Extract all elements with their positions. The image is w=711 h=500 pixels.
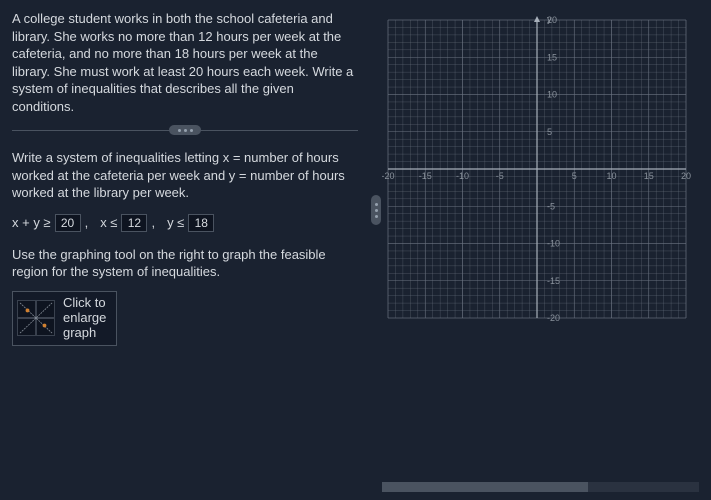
- input-val1[interactable]: [55, 214, 81, 232]
- section-divider[interactable]: [12, 125, 358, 135]
- svg-text:-15: -15: [547, 276, 560, 286]
- problem-statement: A college student works in both the scho…: [12, 10, 358, 115]
- expr2-prefix: x ≤: [100, 215, 117, 230]
- graph-thumb-icon: [17, 300, 55, 336]
- expr3-prefix: y ≤: [167, 215, 184, 230]
- svg-text:-5: -5: [547, 201, 555, 211]
- svg-text:15: 15: [644, 171, 654, 181]
- svg-text:5: 5: [572, 171, 577, 181]
- svg-text:5: 5: [547, 127, 552, 137]
- svg-text:-10: -10: [456, 171, 469, 181]
- svg-text:10: 10: [547, 90, 557, 100]
- svg-text:-20: -20: [547, 313, 560, 323]
- scrollbar-thumb[interactable]: [382, 482, 588, 492]
- inequality-row: x + y ≥ , x ≤ , y ≤: [12, 214, 358, 232]
- enlarge-graph-button[interactable]: Click to enlarge graph: [12, 291, 117, 346]
- svg-text:-5: -5: [496, 171, 504, 181]
- graph-instruction: Use the graphing tool on the right to gr…: [12, 246, 358, 281]
- sep1: ,: [85, 215, 89, 230]
- input-val2[interactable]: [121, 214, 147, 232]
- sep2: ,: [151, 215, 155, 230]
- svg-text:10: 10: [606, 171, 616, 181]
- horizontal-scrollbar[interactable]: [382, 482, 699, 492]
- svg-text:-10: -10: [547, 239, 560, 249]
- divider-handle-icon: [169, 125, 201, 135]
- svg-text:15: 15: [547, 52, 557, 62]
- sub-instruction: Write a system of inequalities letting x…: [12, 149, 358, 202]
- input-val3[interactable]: [188, 214, 214, 232]
- enlarge-label: Click to enlarge graph: [63, 296, 106, 341]
- svg-text:y: y: [547, 14, 552, 24]
- graph-canvas[interactable]: -20-15-10-55101520-20-15-10-55101520y: [382, 14, 711, 327]
- svg-text:-15: -15: [419, 171, 432, 181]
- svg-text:-20: -20: [382, 171, 395, 181]
- svg-text:20: 20: [681, 171, 691, 181]
- expr1-prefix: x + y ≥: [12, 215, 51, 230]
